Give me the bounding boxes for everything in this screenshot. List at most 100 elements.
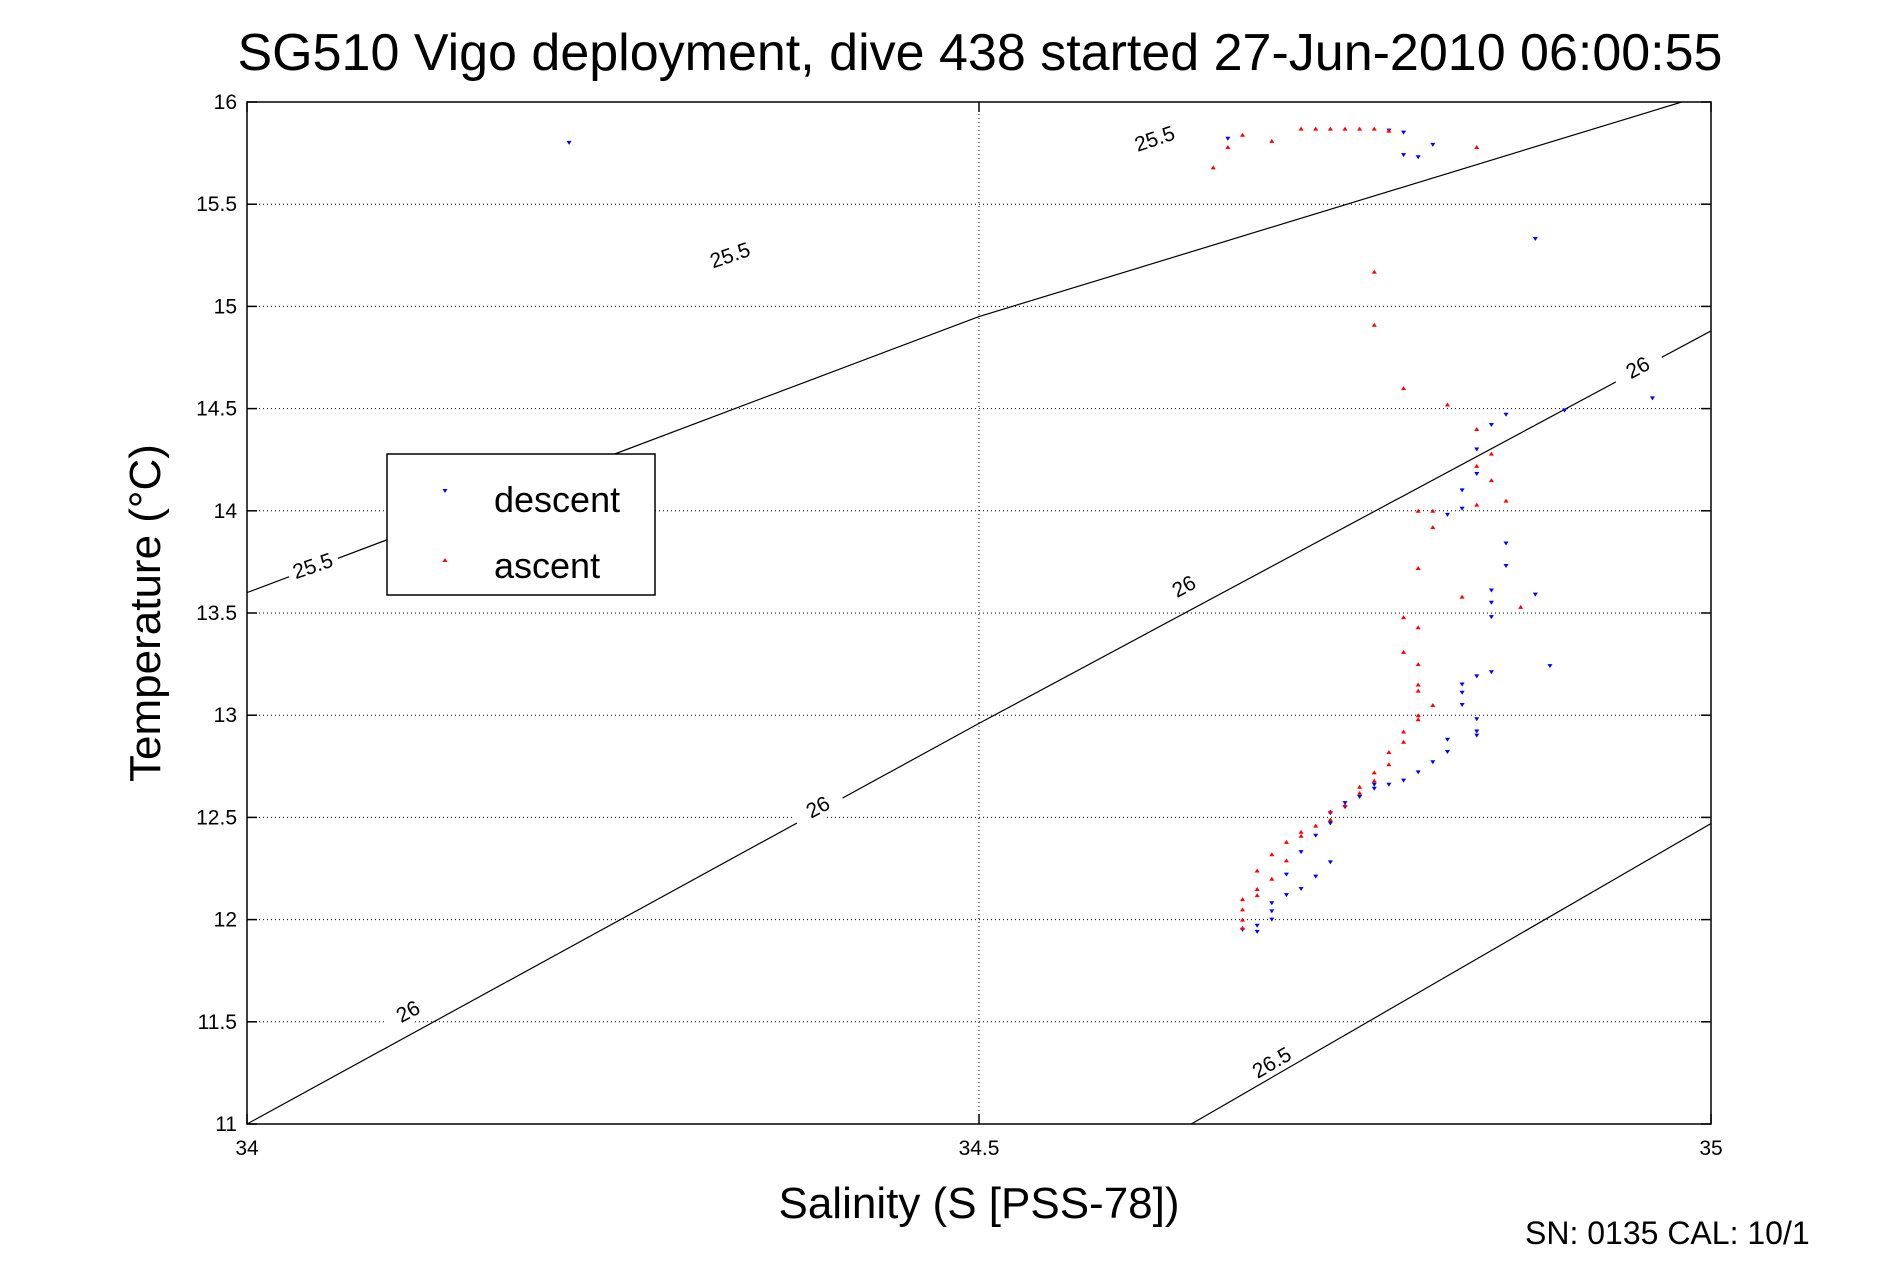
ascent-point xyxy=(1415,713,1421,718)
y-axis-label: Temperature (°C) xyxy=(121,444,170,782)
descent-point xyxy=(1269,917,1275,922)
ascent-point xyxy=(1298,126,1304,131)
ascent-point xyxy=(1371,770,1377,775)
ascent-point xyxy=(1401,649,1407,654)
contour-label-bg xyxy=(789,784,847,831)
ascent-point xyxy=(1488,478,1494,483)
contour-label: 25.5 xyxy=(290,549,336,584)
y-tick-label: 15 xyxy=(214,295,237,318)
descent-point xyxy=(1503,563,1509,568)
descent-point xyxy=(1488,600,1494,605)
ascent-point xyxy=(1430,702,1436,707)
descent-point xyxy=(1488,422,1494,427)
ascent-point xyxy=(1269,852,1275,857)
descent-point xyxy=(1225,136,1231,141)
descent-point xyxy=(1430,142,1436,147)
ascent-point xyxy=(1240,907,1246,912)
ascent-point xyxy=(1386,749,1392,754)
descent-point xyxy=(1415,155,1421,160)
ascent-point xyxy=(1254,886,1260,891)
ascent-point xyxy=(1313,823,1319,828)
ascent-point xyxy=(1357,784,1363,789)
descent-point xyxy=(1357,794,1363,799)
descent-point xyxy=(1474,729,1480,734)
descent-point xyxy=(1459,488,1465,493)
descent-point xyxy=(1459,690,1465,695)
grid-lines xyxy=(247,102,1711,1124)
descent-point xyxy=(1327,821,1333,826)
descent-point xyxy=(1401,153,1407,158)
y-tick-label: 14.5 xyxy=(196,398,237,421)
descent-point xyxy=(1547,664,1553,669)
contour-label-bg xyxy=(1243,1039,1301,1087)
ascent-point xyxy=(1298,829,1304,834)
descent-point xyxy=(1386,782,1392,787)
descent-point xyxy=(1459,506,1465,511)
ascent-point xyxy=(1503,498,1509,503)
y-tick-label: 12 xyxy=(214,909,237,932)
descent-point xyxy=(1401,130,1407,135)
descent-point xyxy=(1444,737,1450,742)
descent-point xyxy=(1459,702,1465,707)
ascent-point xyxy=(1401,386,1407,391)
x-tick-label: 35 xyxy=(1699,1137,1722,1160)
ascent-point xyxy=(1269,138,1275,143)
descent-point xyxy=(1474,733,1480,738)
descent-point xyxy=(1503,541,1509,546)
ascent-point xyxy=(1430,525,1436,530)
ascent-point xyxy=(1415,682,1421,687)
ascent-point xyxy=(1371,126,1377,131)
ascent-point xyxy=(1342,126,1348,131)
ascent-point xyxy=(1371,269,1377,274)
legend-ascent-marker xyxy=(442,558,448,562)
ascent-point xyxy=(1371,322,1377,327)
x-axis-ticks: 34 34.5 35 xyxy=(235,102,1723,1160)
descent-point xyxy=(1459,682,1465,687)
y-tick-label: 12.5 xyxy=(196,806,237,829)
descent-point xyxy=(1444,749,1450,754)
descent-point xyxy=(1254,923,1260,928)
contour-label-bg xyxy=(701,235,759,276)
series-ascent xyxy=(1210,126,1524,930)
ascent-point xyxy=(1269,876,1275,881)
contour-label-bg xyxy=(1609,344,1667,391)
descent-point xyxy=(1488,615,1494,620)
legend-ascent-label: ascent xyxy=(494,545,600,586)
ascent-point xyxy=(1371,778,1377,783)
descent-point xyxy=(1401,778,1407,783)
descent-point xyxy=(1430,760,1436,765)
descent-point xyxy=(1269,901,1275,906)
x-tick-label: 34.5 xyxy=(959,1137,1000,1160)
descent-point xyxy=(1415,770,1421,775)
y-tick-label: 16 xyxy=(214,91,237,114)
ascent-point xyxy=(1474,502,1480,507)
descent-point xyxy=(1474,472,1480,477)
chart-title: SG510 Vigo deployment, dive 438 started … xyxy=(238,24,1723,82)
ascent-point xyxy=(1240,132,1246,137)
descent-point xyxy=(1327,860,1333,865)
legend-descent-label: descent xyxy=(494,479,620,520)
contour-label-bg xyxy=(284,546,342,586)
ascent-point xyxy=(1430,508,1436,513)
ascent-point xyxy=(1444,402,1450,407)
descent-point xyxy=(1488,588,1494,593)
ascent-point xyxy=(1240,897,1246,902)
ascent-point xyxy=(1327,817,1333,822)
contour-label: 25.5 xyxy=(1132,122,1178,157)
descent-point xyxy=(1503,412,1509,417)
y-tick-label: 15.5 xyxy=(196,193,237,216)
y-tick-label: 14 xyxy=(214,500,238,523)
descent-point xyxy=(1283,872,1289,877)
ascent-point xyxy=(1415,566,1421,571)
descent-point xyxy=(1269,909,1275,914)
ascent-point xyxy=(1415,508,1421,513)
ascent-point xyxy=(1401,739,1407,744)
ascent-point xyxy=(1474,427,1480,432)
descent-point xyxy=(1283,893,1289,898)
ascent-point xyxy=(1225,144,1231,149)
ascent-point xyxy=(1386,128,1392,133)
ascent-point xyxy=(1240,917,1246,922)
ascent-point xyxy=(1415,717,1421,722)
ascent-point xyxy=(1488,451,1494,456)
